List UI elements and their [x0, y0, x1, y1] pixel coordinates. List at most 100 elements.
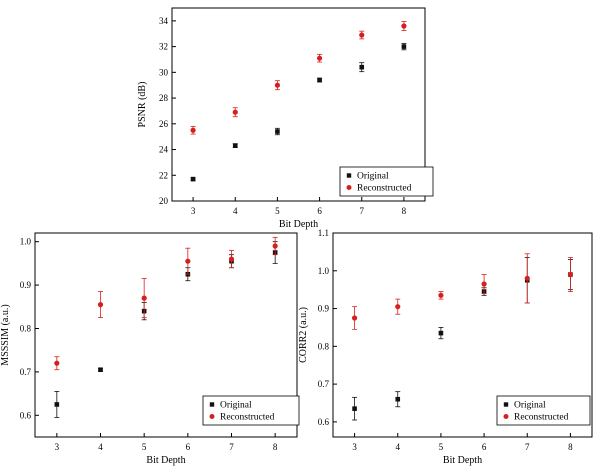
x-axis-label: Bit Depth: [146, 455, 185, 466]
data-point: [567, 271, 574, 278]
x-tick-label: 3: [55, 442, 60, 452]
data-point: [232, 109, 238, 115]
data-point: [359, 64, 365, 70]
legend-label: Original: [220, 401, 252, 411]
y-tick-label: 28: [159, 93, 169, 103]
data-point: [395, 396, 401, 402]
plot-frame: [171, 7, 426, 202]
y-tick-label: 20: [159, 196, 169, 206]
legend: Original Reconstructed: [202, 395, 300, 426]
y-tick-label: 0.7: [20, 367, 32, 377]
y-tick-label: 0.9: [318, 304, 330, 314]
legend: Original Reconstructed: [496, 395, 591, 426]
data-point: [351, 315, 358, 321]
data-point: [185, 258, 191, 264]
plot-frame: [332, 232, 593, 438]
y-tick-label: 0.6: [318, 417, 330, 427]
x-tick-label: 8: [402, 206, 407, 216]
data-point: [359, 32, 365, 38]
legend-marker-reconstructed: [503, 414, 509, 419]
y-tick-label: 30: [159, 67, 169, 77]
data-point: [190, 176, 196, 182]
x-tick-label: 4: [396, 442, 401, 452]
x-tick-label: 7: [229, 442, 234, 452]
series-reconstructed: [54, 236, 278, 371]
data-point: [228, 256, 235, 262]
plot-frame: [34, 232, 298, 438]
series-reconstructed: [190, 21, 407, 135]
y-tick-label: 0.7: [318, 379, 330, 389]
series-original: [190, 42, 407, 182]
x-tick-label: 3: [352, 442, 357, 452]
y-tick-label: 1.0: [20, 237, 32, 247]
y-tick-label: 0.8: [318, 341, 330, 351]
x-tick-label: 8: [568, 442, 573, 452]
y-axis-label: PSNR (dB): [137, 82, 148, 128]
data-point: [524, 275, 530, 281]
x-axis-label: Bit Depth: [443, 455, 482, 466]
y-tick-label: 22: [159, 170, 168, 180]
legend-label: Reconstructed: [357, 184, 412, 194]
data-point: [141, 295, 147, 301]
x-tick-label: 5: [439, 442, 444, 452]
y-tick-label: 32: [159, 42, 168, 52]
data-point: [438, 292, 444, 298]
data-point: [97, 302, 104, 308]
y-axis-label: MSSSIM (a.u.): [0, 304, 11, 365]
legend-box: [339, 166, 434, 197]
data-point: [317, 77, 322, 83]
legend-label: Reconstructed: [514, 413, 569, 423]
y-tick-label: 0.8: [20, 323, 32, 333]
y-tick-label: 1.0: [318, 266, 330, 276]
data-point: [232, 143, 238, 148]
data-point: [438, 330, 444, 336]
legend: Original Reconstructed: [339, 166, 434, 197]
x-tick-label: 6: [186, 442, 191, 452]
x-tick-label: 5: [142, 442, 147, 452]
legend-box: [496, 395, 591, 426]
legend-marker-original: [209, 402, 215, 407]
y-tick-label: 0.9: [20, 280, 32, 290]
x-tick-label: 7: [525, 442, 530, 452]
legend-marker-reconstructed: [346, 185, 352, 190]
data-point: [54, 360, 60, 366]
chart-2: 3 4 5 6 7 8 0.6 0.7 0.8 0.9 1.0 Bit Depth MSSSIM (a.…: [0, 232, 300, 466]
data-point: [274, 82, 281, 88]
legend-marker-original: [346, 173, 352, 178]
y-tick-label: 24: [159, 145, 169, 155]
y-tick-label: 26: [159, 119, 169, 129]
data-point: [481, 281, 487, 287]
data-point: [54, 402, 60, 407]
data-point: [316, 55, 323, 61]
x-tick-label: 4: [98, 442, 103, 452]
x-tick-label: 5: [275, 206, 280, 216]
legend-box: [202, 395, 300, 426]
x-tick-label: 7: [360, 206, 365, 216]
x-tick-label: 3: [191, 206, 196, 216]
legend-label: Original: [514, 401, 546, 411]
chart-3: 3 4 5 6 7 8 0.6 0.7 0.8 0.9 1.0 1.1 Bit Depth CORR2 (…: [298, 228, 593, 466]
y-tick-label: 34: [159, 16, 169, 26]
y-axis-label: CORR2 (a.u.): [298, 307, 309, 363]
data-point: [395, 304, 401, 310]
y-tick-label: 1.1: [318, 228, 329, 238]
legend-label: Reconstructed: [220, 413, 275, 423]
data-point: [98, 367, 103, 373]
data-point: [190, 127, 196, 133]
data-point: [401, 23, 407, 29]
data-point: [272, 243, 278, 249]
x-tick-label: 6: [317, 206, 322, 216]
y-tick-label: 0.6: [20, 410, 32, 420]
legend-marker-reconstructed: [209, 414, 215, 419]
series-reconstructed: [351, 253, 574, 330]
x-axis-label: Bit Depth: [279, 219, 318, 230]
data-point: [352, 406, 357, 411]
legend-marker-original: [503, 402, 509, 407]
legend-label: Original: [357, 172, 389, 182]
x-tick-label: 8: [273, 442, 278, 452]
data-point: [401, 44, 407, 49]
data-point: [275, 129, 280, 134]
series-original: [54, 241, 278, 418]
